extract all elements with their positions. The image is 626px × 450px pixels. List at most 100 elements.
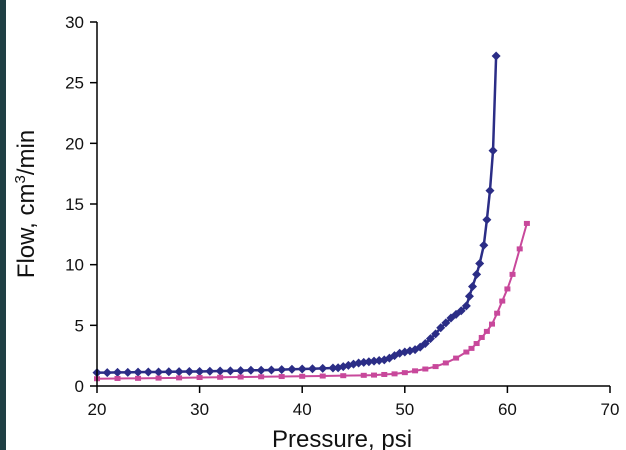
data-point-diamond [143, 367, 153, 377]
data-point-diamond [354, 358, 364, 368]
data-point-square [483, 328, 490, 334]
y-tick-label: 20 [65, 134, 84, 153]
data-point-square [453, 355, 460, 361]
data-point-square [432, 364, 439, 370]
data-point-diamond [205, 366, 215, 376]
data-point-diamond [102, 368, 112, 378]
x-axis-title: Pressure, psi [272, 426, 412, 450]
data-point-diamond [441, 318, 451, 328]
data-point-square [499, 298, 506, 304]
data-point-diamond [307, 364, 317, 374]
y-tick-label: 0 [75, 377, 84, 396]
data-point-square [494, 310, 501, 316]
data-point-diamond [359, 357, 369, 367]
data-point-diamond [328, 363, 338, 373]
data-point-diamond [318, 363, 328, 373]
data-point-diamond [464, 291, 474, 301]
y-axis-title-superscript: 3 [12, 175, 29, 183]
data-point-square [278, 374, 285, 380]
data-point-square [516, 246, 523, 252]
data-point-diamond [374, 356, 384, 366]
data-point-square [422, 366, 429, 372]
data-point-square [340, 373, 347, 379]
data-point-square [217, 374, 224, 380]
data-point-square [509, 271, 516, 277]
data-point-diamond [287, 364, 297, 374]
y-tick-label: 15 [65, 195, 84, 214]
x-tick-label: 50 [395, 400, 414, 419]
data-point-diamond [475, 258, 485, 268]
data-point-diamond [266, 365, 276, 375]
data-point-diamond [297, 364, 307, 374]
series-line [97, 55, 498, 374]
x-axis-ticks: 20 30 40 50 60 70 [88, 386, 620, 419]
series-line [96, 223, 528, 380]
y-tick-label: 10 [65, 256, 84, 275]
edge-strip [0, 0, 6, 450]
data-point-square [442, 360, 449, 366]
data-point-diamond [113, 367, 123, 377]
x-tick-label: 20 [88, 400, 107, 419]
data-point-square [381, 371, 388, 377]
series-2 [94, 220, 530, 382]
data-point-square [401, 370, 408, 376]
y-axis-title-prefix: Flow, cm [13, 184, 40, 279]
data-point-diamond [215, 366, 225, 376]
data-point-diamond [425, 334, 435, 344]
data-point-square [504, 286, 511, 292]
data-point-square [463, 349, 470, 355]
data-point-square [523, 220, 530, 226]
data-point-diamond [184, 366, 194, 376]
y-axis-ticks: 0 5 10 15 20 25 30 [65, 13, 97, 396]
data-point-square [391, 371, 398, 377]
series-1 [92, 51, 501, 378]
data-point-diamond [431, 329, 441, 339]
data-point-diamond [461, 301, 471, 311]
data-point-diamond [456, 306, 466, 316]
data-point-diamond [482, 215, 492, 225]
data-point-diamond [174, 367, 184, 377]
data-point-square [371, 372, 378, 378]
data-point-diamond [133, 367, 143, 377]
data-point-diamond [154, 367, 164, 377]
data-point-diamond [164, 367, 174, 377]
data-point-diamond [468, 282, 478, 292]
y-axis-title: Flow, cm3/min [12, 130, 40, 278]
x-tick-label: 60 [498, 400, 517, 419]
x-tick-label: 70 [601, 400, 620, 419]
y-tick-label: 25 [65, 74, 84, 93]
data-point-diamond [479, 240, 489, 250]
data-point-square [237, 374, 244, 380]
data-point-square [319, 373, 326, 379]
data-point-square [258, 374, 265, 380]
data-point-diamond [369, 356, 379, 366]
data-point-square [468, 345, 475, 351]
data-point-diamond [485, 186, 495, 196]
data-point-square [478, 334, 485, 340]
series-layer [92, 51, 530, 382]
y-tick-label: 30 [65, 13, 84, 32]
data-point-square [196, 375, 203, 381]
data-point-diamond [256, 365, 266, 375]
data-point-diamond [488, 146, 498, 156]
y-axis-title-suffix: /min [13, 130, 40, 175]
data-point-square [155, 375, 162, 381]
data-point-diamond [195, 366, 205, 376]
data-point-square [176, 375, 183, 381]
data-point-diamond [277, 365, 287, 375]
data-point-diamond [225, 366, 235, 376]
data-point-square [489, 321, 496, 327]
data-point-square [135, 375, 142, 381]
data-point-square [299, 373, 306, 379]
data-point-diamond [236, 366, 246, 376]
data-point-square [360, 372, 367, 378]
data-point-square [114, 375, 121, 381]
data-point-square [473, 341, 480, 347]
data-point-diamond [364, 357, 374, 367]
x-tick-label: 40 [293, 400, 312, 419]
data-point-diamond [436, 323, 446, 333]
data-point-diamond [472, 269, 482, 279]
data-point-diamond [246, 365, 256, 375]
